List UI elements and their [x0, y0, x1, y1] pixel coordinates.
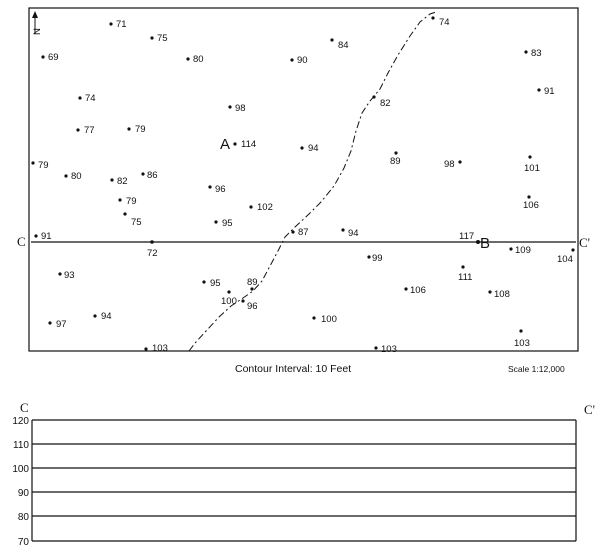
elevation-label: 103	[381, 344, 397, 355]
elevation-label: 104	[557, 254, 573, 265]
elevation-label: 71	[116, 19, 127, 30]
point-b-label: B	[480, 235, 490, 252]
elevation-label: 95	[210, 278, 221, 289]
contour-interval-caption: Contour Interval: 10 Feet	[235, 363, 351, 375]
profile-end-label: C'	[584, 402, 595, 417]
elevation-label: 98	[235, 103, 246, 114]
elevation-label: 89	[247, 277, 258, 288]
elevation-label: 80	[71, 171, 82, 182]
elevation-label: 83	[531, 48, 542, 59]
elevation-label: 100	[321, 314, 337, 325]
elevation-points: 71 75 69 80 90 84 74 83 91 74 98 82 77 7…	[31, 16, 575, 355]
elevation-label: 94	[308, 143, 319, 154]
elevation-label: 94	[101, 311, 112, 322]
map-scale: Scale 1:12,000	[508, 364, 565, 374]
point-a-label: A	[220, 136, 230, 153]
elevation-label: 106	[523, 200, 539, 211]
elevation-label: 75	[131, 217, 142, 228]
section-end-label: C'	[579, 235, 590, 250]
elevation-label: 79	[38, 160, 49, 171]
elevation-label: 93	[64, 270, 75, 281]
elevation-label: 96	[247, 301, 258, 312]
profile-y-tick: 110	[13, 440, 29, 451]
elevation-label: 98	[444, 159, 455, 170]
profile-y-tick: 80	[18, 512, 30, 523]
elevation-label: 109	[515, 245, 531, 256]
section-start-label: C	[17, 234, 26, 249]
profile-grid: C C' 120 110 100 90 80 70	[12, 400, 595, 548]
elevation-label: 114	[241, 139, 256, 150]
profile-y-tick: 90	[18, 488, 30, 499]
elevation-label: 106	[410, 285, 426, 296]
elevation-label: 97	[56, 319, 67, 330]
profile-y-tick: 100	[12, 464, 29, 475]
elevation-label: 102	[257, 202, 273, 213]
elevation-label: 103	[152, 343, 168, 354]
elevation-label: 87	[298, 227, 309, 238]
elevation-label: 101	[524, 163, 540, 174]
elevation-label: 91	[544, 86, 555, 97]
elevation-label: 79	[126, 196, 137, 207]
elevation-label: 72	[147, 248, 158, 259]
profile-y-tick: 70	[18, 537, 30, 548]
elevation-label: 74	[439, 17, 450, 28]
elevation-label: 91	[41, 231, 52, 242]
elevation-label: 69	[48, 52, 59, 63]
elevation-label: 96	[215, 184, 226, 195]
profile-start-label: C	[20, 400, 29, 415]
elevation-label: 95	[222, 218, 233, 229]
elevation-label: 111	[458, 272, 472, 283]
elevation-label: 75	[157, 33, 168, 44]
elevation-label: 79	[135, 124, 146, 135]
elevation-label: 117	[459, 231, 474, 242]
elevation-label: 94	[348, 228, 359, 239]
map-frame	[28, 7, 579, 352]
point-b-marker	[476, 240, 480, 244]
elevation-label: 82	[380, 98, 391, 109]
elevation-label: 77	[84, 125, 95, 136]
elevation-label: 108	[494, 289, 510, 300]
elevation-label: 82	[117, 176, 128, 187]
elevation-label: 74	[85, 93, 96, 104]
elevation-label: 90	[297, 55, 308, 66]
north-arrow-icon	[32, 11, 38, 34]
fault-line	[188, 11, 437, 352]
elevation-label: 89	[390, 156, 401, 167]
profile-y-tick: 120	[12, 416, 29, 427]
elevation-label: 84	[338, 40, 349, 51]
elevation-label: 99	[372, 253, 383, 264]
elevation-label: 86	[147, 170, 158, 181]
elevation-label: 100	[221, 296, 237, 307]
north-label: N	[32, 28, 43, 35]
elevation-label: 80	[193, 54, 204, 65]
elevation-label: 103	[514, 338, 530, 349]
